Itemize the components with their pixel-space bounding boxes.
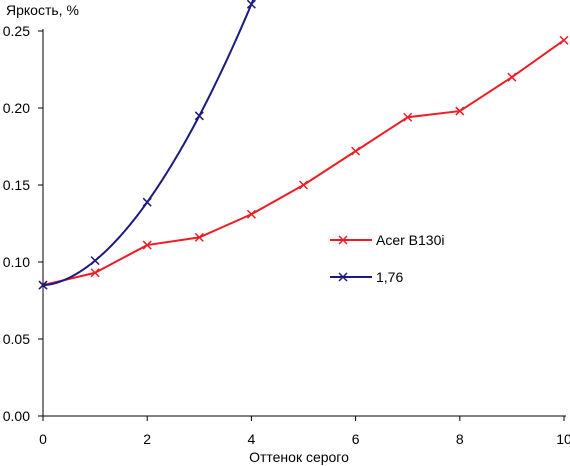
series-2-point [246,0,256,9]
series-2-point [90,256,100,266]
marker-stroke [559,35,569,45]
legend-marker-series-1 [338,235,348,245]
marker-stroke [90,256,100,266]
series-1-point [351,146,361,156]
marker-stroke [142,197,152,207]
legend-marker-series-2 [338,272,348,282]
marker-stroke [246,0,256,9]
series-1-point [194,232,204,242]
marker-stroke [403,112,413,122]
series-1-point [298,180,309,190]
marker-stroke [507,72,517,82]
series-2-point [38,280,48,290]
marker-stroke [194,111,204,121]
marker-stroke [298,180,309,190]
y-axis-label: Яркость, % [6,2,79,18]
y-tick-label: 0.05 [3,331,30,347]
marker-stroke [90,268,100,278]
series-1-point [507,72,517,82]
series-1-point [246,209,256,219]
series-2-point [194,111,204,121]
series-1-point [403,112,413,122]
marker-stroke [338,272,348,282]
marker-stroke [455,106,465,116]
x-tick-label: 0 [39,431,47,447]
x-tick-label: 4 [248,431,256,447]
series-1-point [559,35,569,45]
x-tick-label: 2 [143,431,151,447]
marker-stroke [351,146,361,156]
legend-label-series-1: Acer B130i [376,232,444,248]
series-2-point [142,197,152,207]
y-tick-label: 0.00 [3,408,30,424]
series-1-point [455,106,465,116]
marker-stroke [246,209,256,219]
series-1-line [43,39,565,287]
series-1-point [90,268,100,278]
series-2-line [43,0,255,287]
legend-label-series-2: 1,76 [376,269,403,285]
y-tick-label: 0.15 [3,177,30,193]
y-tick-label: 0.20 [3,100,30,116]
x-tick-label: 8 [456,431,464,447]
marker-stroke [194,232,204,242]
x-axis-label: Оттенок серого [249,449,349,465]
y-tick-label: 0.25 [3,23,30,39]
y-tick-label: 0.10 [3,254,30,270]
x-tick-label: 6 [352,431,360,447]
plot-area: 0.00 0.05 0.10 0.15 0.20 0.25 0 2 4 6 8 10 [3,0,570,447]
legend: Acer B130i 1,76 [330,232,444,285]
marker-stroke [142,240,152,250]
marker-stroke [338,235,348,245]
series-1-point [142,240,152,250]
x-tick-label: 10 [556,431,570,447]
marker-stroke [38,280,48,290]
